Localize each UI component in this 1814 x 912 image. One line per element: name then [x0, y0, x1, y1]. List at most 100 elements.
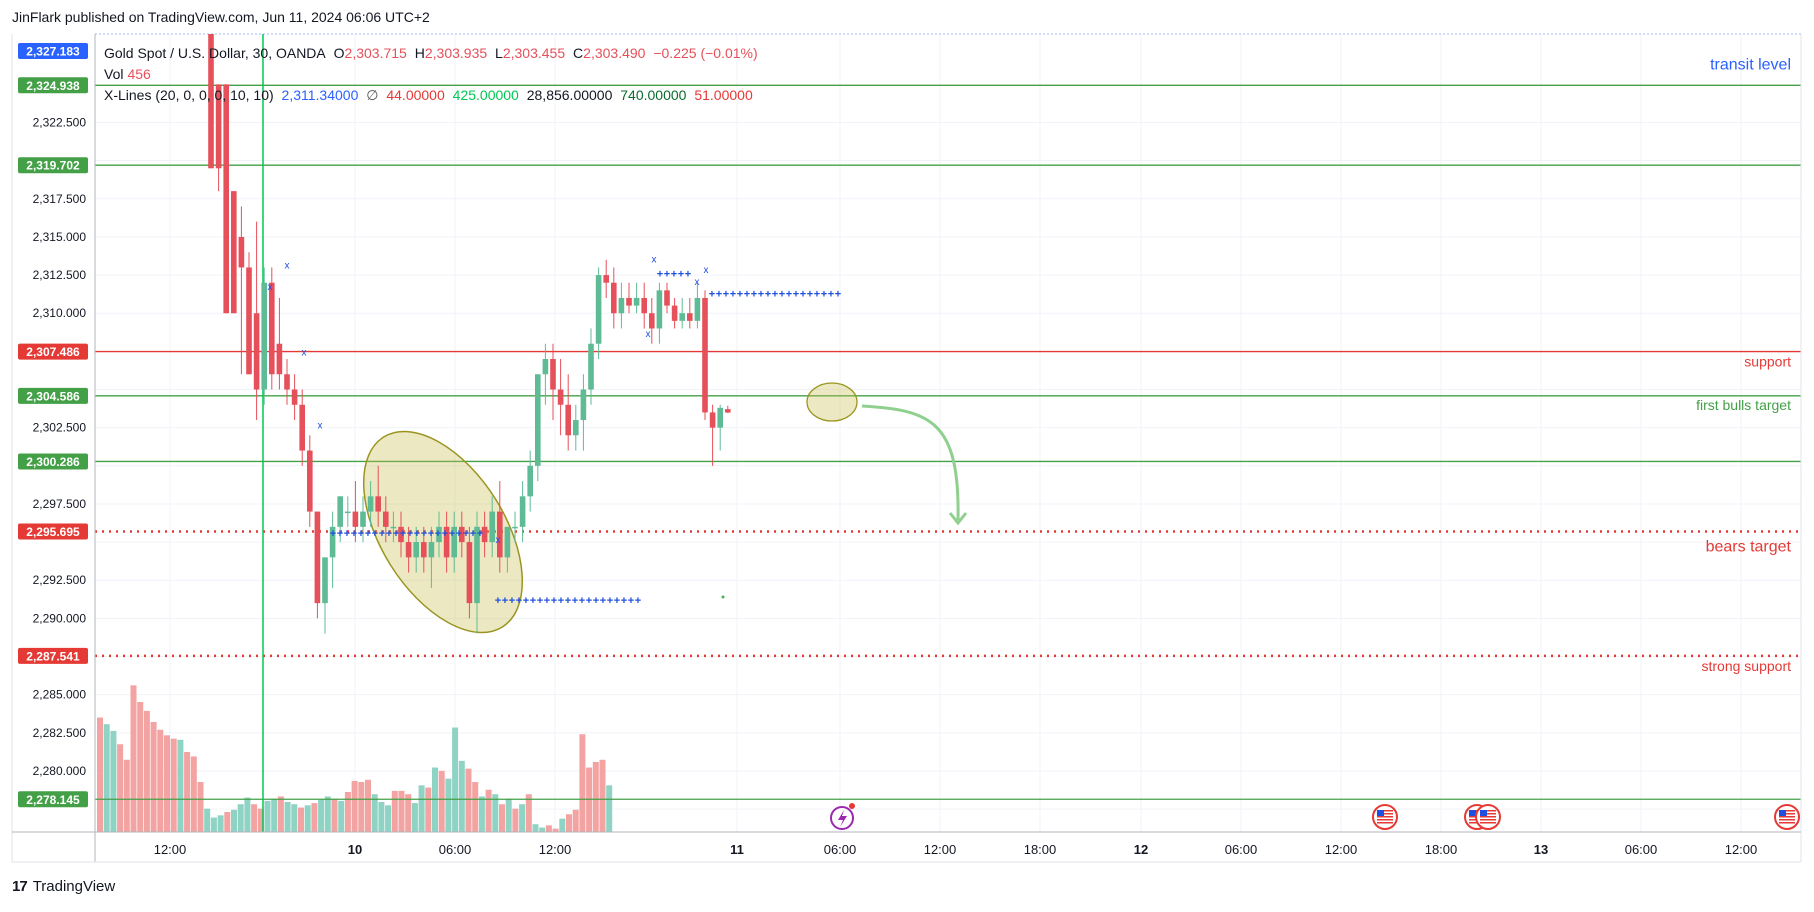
us-flag-stripe: [1480, 810, 1496, 812]
x-line-plus: +: [786, 288, 792, 300]
x-line-plus: +: [685, 269, 691, 281]
volume-bar: [525, 794, 532, 832]
us-flag-stripe: [1480, 816, 1496, 818]
volume-bar: [425, 787, 432, 832]
candle-body: [284, 374, 290, 390]
volume-bar: [592, 762, 599, 832]
indicator-value-5: 740.00000: [620, 87, 687, 103]
volume-bar: [224, 812, 231, 832]
level-label: strong support: [1702, 658, 1792, 674]
candle-body: [443, 526, 450, 558]
candle-body: [276, 343, 283, 375]
x-line-plus: +: [835, 288, 841, 300]
level-label: support: [1744, 354, 1791, 370]
candle-body: [352, 511, 359, 527]
volume-bar: [110, 730, 117, 832]
price-tags: 2,327.183 2,324.938 2,319.702 2,307.486 2,30…: [18, 43, 88, 808]
open-value: 2,303.715: [344, 45, 407, 61]
x-line-plus: +: [635, 595, 641, 607]
x-tick-label: 06:00: [1625, 842, 1658, 857]
y-tick-label: 2,322.500: [33, 115, 87, 129]
volume-bar: [271, 798, 278, 832]
high-label: H: [414, 45, 425, 61]
x-mark: x: [318, 421, 323, 432]
volume-bar: [244, 797, 251, 832]
volume-bar: [103, 724, 110, 832]
candle-body: [253, 313, 260, 390]
candle-body: [291, 389, 298, 405]
level-label: first bulls target: [1696, 397, 1791, 413]
candle-body: [664, 290, 670, 306]
price-tag: [18, 43, 88, 60]
candle-body: [542, 358, 549, 375]
y-tick-label: 2,310.000: [33, 306, 87, 320]
candle-body: [436, 526, 442, 543]
high-value: 2,303.935: [424, 45, 488, 61]
candle-body: [641, 297, 647, 314]
candle-body: [474, 526, 480, 604]
x-line-plus: +: [678, 269, 684, 281]
candle-body: [451, 526, 457, 558]
x-line-plus: +: [379, 528, 385, 540]
change-value: −0.225 (−0.01%): [653, 45, 758, 61]
y-tick-label: 2,297.500: [33, 497, 87, 511]
y-tick-label: 2,317.500: [33, 192, 87, 206]
us-flag-stripe: [1779, 822, 1795, 824]
volume-bar: [164, 735, 170, 832]
price-tag: [18, 343, 88, 360]
x-mark: x: [268, 282, 273, 293]
tradingview-logo[interactable]: 17 TradingView: [12, 878, 115, 895]
candle-body: [398, 526, 404, 543]
x-line-plus: +: [442, 528, 448, 540]
volume-bar: [251, 804, 258, 832]
x-mark: x: [285, 260, 290, 271]
candle-body: [709, 412, 716, 428]
volume-bar: [150, 722, 157, 832]
x-line-plus: +: [544, 595, 550, 607]
volume-bar: [130, 685, 137, 832]
volume-bar: [190, 756, 197, 832]
volume-bar: [123, 759, 130, 832]
price-tag-label: 2,327.183: [26, 45, 80, 59]
price-axis: 2,322.500 2,317.500 2,315.000 2,312.500 2,31…: [11, 34, 1802, 862]
x-line-plus: +: [351, 528, 357, 540]
candle-body: [504, 526, 511, 558]
candle-body: [314, 511, 321, 604]
price-tag: [18, 523, 88, 540]
indicator-value-2: 44.00000: [386, 87, 445, 103]
price-tag-label: 2,287.541: [26, 649, 80, 663]
volume-bar: [197, 782, 204, 832]
candle-body: [595, 275, 602, 344]
volume-bar: [338, 800, 345, 832]
us-flag-icon: [1774, 804, 1800, 830]
candle-body: [322, 557, 328, 604]
us-flag-stripe: [1480, 813, 1496, 815]
volume-bar: [365, 779, 371, 832]
x-line-plus: +: [593, 595, 599, 607]
volume-bar: [117, 744, 124, 832]
price-tag-label: 2,324.938: [26, 79, 80, 93]
open-label: O: [333, 45, 345, 61]
close-label: C: [573, 45, 584, 61]
candle-body: [588, 343, 594, 390]
volume-bar: [465, 768, 472, 832]
legend-row-2: Vol 456: [104, 66, 155, 82]
x-line-plus: +: [664, 269, 670, 281]
x-line-plus: +: [537, 595, 543, 607]
candle-body: [671, 305, 678, 321]
volume-bar: [559, 818, 566, 832]
x-line-plus: +: [523, 595, 529, 607]
candle-body: [489, 511, 495, 543]
us-flag-stripe: [1377, 810, 1393, 812]
x-line-plus: +: [723, 288, 729, 300]
volume-bar: [545, 825, 552, 832]
volume-bar: [411, 803, 418, 832]
volume-bar: [291, 804, 298, 832]
level-label: bears target: [1706, 538, 1792, 555]
volume-bar: [311, 803, 318, 832]
candle-body: [383, 511, 389, 527]
candle-body: [626, 297, 632, 306]
candle-body: [618, 297, 625, 314]
volume-bar: [505, 798, 512, 832]
